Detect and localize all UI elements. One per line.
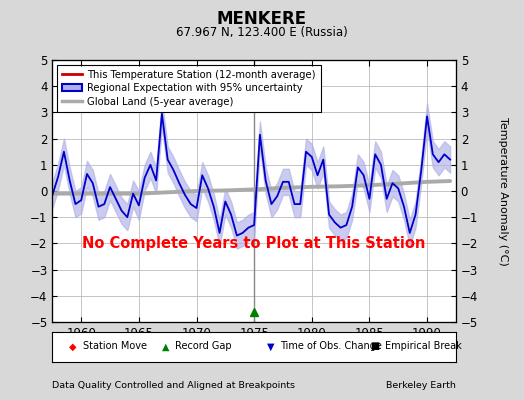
Text: MENKERE: MENKERE [217, 10, 307, 28]
Text: Station Move: Station Move [83, 341, 147, 351]
Text: ▲: ▲ [161, 341, 169, 351]
Text: Empirical Break: Empirical Break [385, 341, 462, 351]
Text: Berkeley Earth: Berkeley Earth [386, 381, 456, 390]
Text: No Complete Years to Plot at This Station: No Complete Years to Plot at This Statio… [82, 236, 426, 251]
Text: ◆: ◆ [69, 341, 77, 351]
Text: 67.967 N, 123.400 E (Russia): 67.967 N, 123.400 E (Russia) [176, 26, 348, 39]
Text: Record Gap: Record Gap [176, 341, 232, 351]
Y-axis label: Temperature Anomaly (°C): Temperature Anomaly (°C) [498, 117, 508, 265]
Text: ▼: ▼ [267, 341, 274, 351]
Text: Data Quality Controlled and Aligned at Breakpoints: Data Quality Controlled and Aligned at B… [52, 381, 296, 390]
Text: Time of Obs. Change: Time of Obs. Change [280, 341, 382, 351]
Legend: This Temperature Station (12-month average), Regional Expectation with 95% uncer: This Temperature Station (12-month avera… [58, 65, 321, 112]
Text: ■: ■ [370, 341, 380, 351]
